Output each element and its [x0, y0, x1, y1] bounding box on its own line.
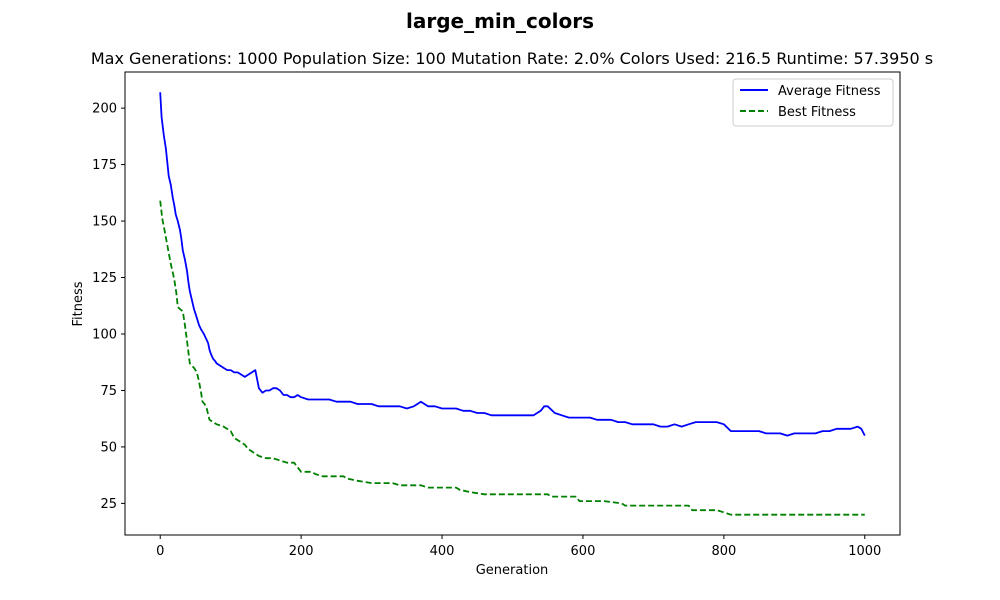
plot-area [159, 92, 866, 516]
legend-label-average-fitness: Average Fitness [778, 84, 881, 99]
y-axis: 25 50 75 100 125 150 175 200 [92, 102, 125, 512]
legend-box [732, 78, 894, 127]
x-axis-label: Generation [476, 563, 549, 578]
y-tick-label: 100 [92, 327, 117, 342]
y-tick-label: 75 [100, 384, 117, 399]
legend: Average Fitness Best Fitness [732, 78, 894, 127]
y-tick-label: 25 [100, 497, 117, 512]
y-tick-label: 175 [92, 158, 117, 173]
plot-frame [124, 71, 901, 536]
y-tick-label: 50 [100, 440, 117, 455]
x-tick-label: 0 [156, 544, 164, 559]
series-line-average-fitness [159, 92, 866, 437]
y-tick-label: 200 [92, 102, 117, 117]
y-axis-label: Fitness [71, 281, 86, 326]
y-tick-label: 150 [92, 215, 117, 230]
x-axis: 0 200 400 600 800 1000 [156, 535, 881, 559]
series-line-best-fitness [159, 200, 865, 516]
x-tick-label: 600 [571, 544, 596, 559]
y-tick-label: 125 [92, 271, 117, 286]
chart-subtitle: Max Generations: 1000 Population Size: 1… [91, 49, 933, 68]
legend-label-best-fitness: Best Fitness [778, 105, 856, 120]
x-tick-label: 800 [711, 544, 736, 559]
x-tick-label: 1000 [848, 544, 881, 559]
x-tick-label: 200 [289, 544, 314, 559]
x-tick-label: 400 [430, 544, 455, 559]
chart-title: large_min_colors [406, 9, 594, 33]
